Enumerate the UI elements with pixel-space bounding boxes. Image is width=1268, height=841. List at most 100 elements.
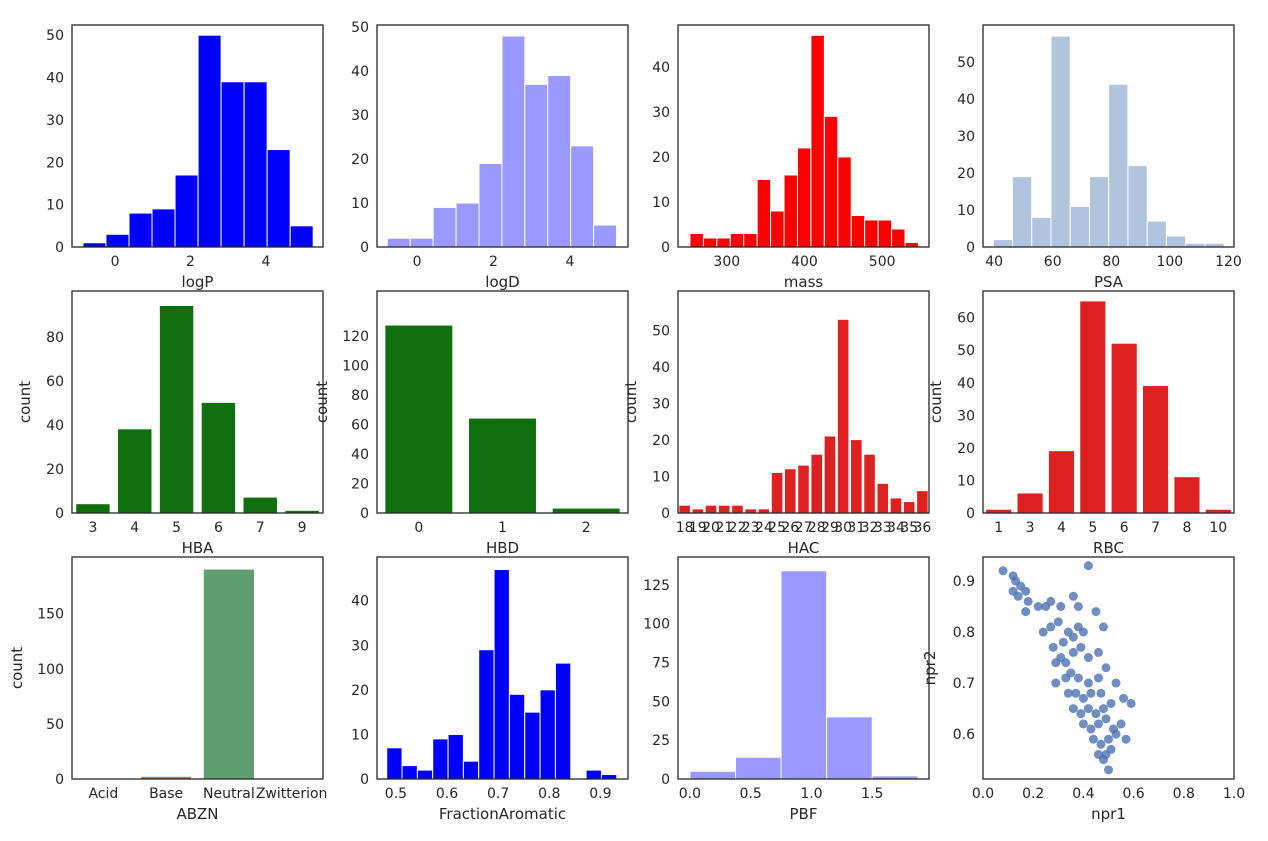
histogram-bar <box>837 156 852 248</box>
histogram-bar <box>992 239 1013 248</box>
scatter-point <box>1098 622 1108 632</box>
y-tick-label: 80 <box>46 330 64 346</box>
histogram-bar <box>432 206 457 248</box>
y-tick-label: 50 <box>652 324 670 340</box>
scatter-point <box>1086 724 1096 734</box>
histogram-bar <box>539 689 556 780</box>
histogram-bar <box>478 649 495 780</box>
scatter-point <box>1063 688 1073 698</box>
bar <box>705 505 717 513</box>
x-tick-label: 0.8 <box>538 786 560 802</box>
scatter-point <box>1093 673 1103 683</box>
y-tick-label: 100 <box>37 662 64 678</box>
y-tick-label: 40 <box>46 418 64 434</box>
scatter-point <box>1078 719 1088 729</box>
x-tick-label: 25 <box>768 520 786 536</box>
axes-frame <box>71 24 324 248</box>
bar <box>811 454 822 513</box>
scatter-point <box>1086 688 1096 698</box>
x-tick-label: 120 <box>1215 254 1242 270</box>
subplot: 0 10 20 30 40 0.5 0.6 0.7 0.8 0.9 FractionAromatic <box>351 556 629 823</box>
y-tick-label: 25 <box>652 733 670 749</box>
histogram-bar <box>1127 165 1148 248</box>
x-tick-label: 8 <box>1182 520 1191 536</box>
y-tick-label: 40 <box>351 447 369 463</box>
x-tick-label: 9 <box>298 520 307 536</box>
x-tick-label: 24 <box>755 520 773 536</box>
y-axis-label: count <box>16 381 34 423</box>
y-tick-label: 10 <box>957 473 975 489</box>
bar <box>890 498 902 513</box>
histogram-bar <box>501 35 526 248</box>
scatter-point <box>1048 642 1058 652</box>
x-tick-label: 31 <box>847 520 865 536</box>
subplot: 0 20 40 60 80 3 4 5 6 7 9 HBA count <box>16 290 324 557</box>
y-tick-label: 40 <box>957 376 975 392</box>
scatter-point <box>1126 698 1136 708</box>
y-tick-label: 10 <box>957 203 975 219</box>
subplot: 0 20 40 60 80 100 120 0 1 2 HBD count <box>313 290 629 557</box>
y-tick-label: 0 <box>55 506 64 522</box>
x-axis-label: HBA <box>182 539 215 557</box>
bar <box>1080 301 1106 513</box>
scatter-point <box>1078 627 1088 637</box>
y-tick-label: 0 <box>360 240 369 256</box>
scatter-point <box>1068 647 1078 657</box>
x-tick-label: 0 <box>111 254 120 270</box>
scatter-point <box>1068 591 1078 601</box>
histogram-bar <box>600 774 618 780</box>
y-tick-label: 40 <box>46 71 64 87</box>
x-tick-label: 30 <box>834 520 852 536</box>
axes-frame <box>677 556 930 780</box>
y-tick-label: 30 <box>351 638 369 654</box>
x-tick-label: 22 <box>729 520 747 536</box>
scatter-point <box>1083 561 1093 571</box>
scatter-point <box>1098 704 1108 714</box>
x-axis-label: PBF <box>790 805 818 823</box>
y-tick-label: 0 <box>966 506 975 522</box>
bar <box>118 429 152 513</box>
histogram-bar <box>702 237 718 248</box>
x-tick-label: 0.0 <box>679 786 701 802</box>
x-tick-label: 19 <box>689 520 707 536</box>
histogram-bar <box>266 149 291 248</box>
bar <box>851 440 862 513</box>
histogram-bar <box>151 208 176 248</box>
subplot: 0 50 100 150 Acid Base Neutral Zwitterion ABZN co… <box>8 556 327 823</box>
x-axis-label: ABZN <box>176 805 218 823</box>
histogram-bar <box>432 738 449 780</box>
bar <box>718 505 730 513</box>
y-tick-label: 50 <box>957 343 975 359</box>
axes-frame <box>982 556 1235 780</box>
scatter-point <box>1058 637 1068 647</box>
bar <box>285 510 319 513</box>
histogram-bar <box>386 747 403 780</box>
x-axis-label: PSA <box>1094 273 1124 291</box>
bar <box>243 497 277 513</box>
x-tick-label: 28 <box>808 520 826 536</box>
y-tick-label: 150 <box>37 607 64 623</box>
scatter-point <box>1051 678 1061 688</box>
scatter-point <box>1088 734 1098 744</box>
x-tick-label: 23 <box>742 520 760 536</box>
y-tick-label: 20 <box>351 476 369 492</box>
bar <box>1174 477 1200 513</box>
bar <box>1017 493 1043 513</box>
bar <box>837 319 849 513</box>
axes-frame <box>982 290 1235 514</box>
x-tick-label: 0.5 <box>385 786 407 802</box>
y-tick-label: 10 <box>351 727 369 743</box>
histogram-bar <box>689 770 736 780</box>
axes-frame <box>982 24 1235 248</box>
y-tick-label: 30 <box>652 105 670 121</box>
subplot: 0 10 20 30 40 300 400 500 mass <box>652 24 930 291</box>
scatter-point <box>1038 627 1048 637</box>
bar <box>159 305 194 513</box>
bar <box>771 472 783 513</box>
scatter-point <box>1098 755 1108 765</box>
bar <box>824 436 836 513</box>
x-tick-label: 40 <box>985 254 1003 270</box>
histogram-bar <box>462 760 480 780</box>
x-tick-label: 7 <box>1151 520 1160 536</box>
